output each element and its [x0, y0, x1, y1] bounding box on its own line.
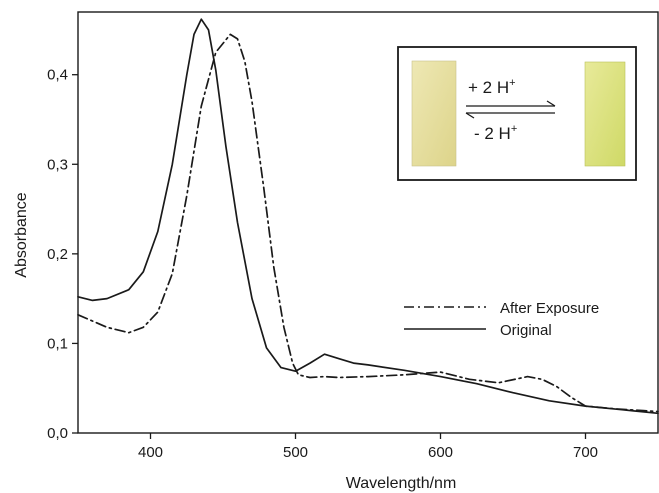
- x-tick-label: 400: [138, 444, 163, 461]
- series-layer: [77, 18, 659, 415]
- inset-sample-photo: + 2 H+ - 2 H+: [397, 46, 637, 181]
- left-sample-strip: [411, 60, 457, 167]
- x-axis-ticks: 400 500 600 700: [138, 433, 598, 461]
- legend: After Exposure Original: [404, 300, 599, 339]
- y-tick-label: 0,3: [47, 156, 68, 173]
- y-axis-title: Absorbance: [13, 192, 30, 277]
- equilibrium-arrows-icon: [465, 100, 556, 119]
- series-line-after-exposure: [77, 33, 659, 413]
- y-tick-label: 0,4: [47, 67, 68, 84]
- y-tick-label: 0,1: [47, 335, 68, 352]
- y-tick-label: 0,0: [47, 425, 68, 442]
- x-tick-label: 600: [428, 444, 453, 461]
- forward-reaction-label: + 2 H+: [468, 77, 516, 97]
- series-line-original: [77, 18, 659, 415]
- plot-area: [77, 11, 659, 434]
- x-axis-title: Wavelength/nm: [346, 475, 457, 492]
- x-tick-label: 700: [573, 444, 598, 461]
- x-tick-label: 500: [283, 444, 308, 461]
- y-axis-ticks: 0,0 0,1 0,2 0,3 0,4: [47, 67, 78, 442]
- right-sample-strip: [584, 61, 626, 167]
- y-tick-label: 0,2: [47, 246, 68, 263]
- legend-after-exposure-label: After Exposure: [500, 300, 599, 317]
- legend-original-label: Original: [500, 322, 552, 339]
- reverse-reaction-label: - 2 H+: [474, 123, 517, 143]
